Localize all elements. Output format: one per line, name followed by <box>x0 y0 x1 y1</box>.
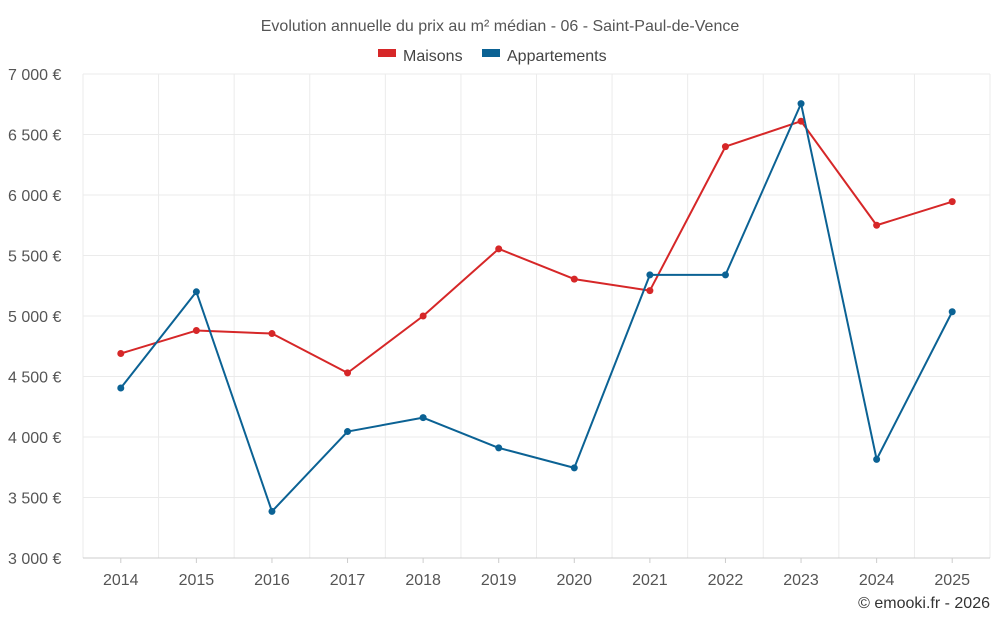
data-point-maisons[interactable] <box>646 287 654 295</box>
data-point-maisons[interactable] <box>495 245 503 253</box>
y-tick-label: 7 000 € <box>8 67 61 84</box>
series-appartements <box>117 100 956 515</box>
x-tick-label: 2025 <box>934 572 970 589</box>
x-tick-label: 2022 <box>708 572 744 589</box>
copyright-credit: © emooki.fr - 2026 <box>858 595 990 612</box>
y-tick-label: 3 000 € <box>8 551 61 568</box>
series-line-appartements <box>120 102 954 513</box>
data-point-maisons[interactable] <box>419 312 427 320</box>
data-point-maisons[interactable] <box>570 275 578 283</box>
series-line-maisons <box>120 120 953 374</box>
data-point-appartements[interactable] <box>873 455 881 463</box>
y-tick-label: 6 000 € <box>8 188 61 205</box>
x-tick-label: 2024 <box>859 572 895 589</box>
x-tick-label: 2014 <box>103 572 139 589</box>
x-axis-ticks: 2014 2015 2016 2017 2018 2019 2020 2021 2022 2023… <box>83 557 990 589</box>
y-tick-label: 4 000 € <box>8 430 61 447</box>
y-tick-label: 5 000 € <box>8 309 61 326</box>
y-axis-ticks: 3 000 € 3 500 € 4 000 € 4 500 € 5 000 € 5 500… <box>8 67 61 568</box>
x-tick-label: 2016 <box>254 572 290 589</box>
data-point-appartements[interactable] <box>495 444 503 452</box>
data-point-maisons[interactable] <box>268 330 276 338</box>
y-tick-label: 4 500 € <box>8 370 61 387</box>
data-point-appartements[interactable] <box>797 100 805 108</box>
legend-swatch-appartements <box>482 49 500 57</box>
x-tick-label: 2023 <box>783 572 819 589</box>
legend-label-maisons[interactable]: Maisons <box>403 48 463 65</box>
series-layer <box>117 100 956 515</box>
x-tick-label: 2015 <box>179 572 215 589</box>
x-tick-label: 2020 <box>556 572 592 589</box>
data-point-appartements[interactable] <box>192 288 200 296</box>
x-tick-label: 2021 <box>632 572 668 589</box>
y-tick-label: 5 500 € <box>8 249 61 266</box>
data-point-appartements[interactable] <box>344 428 352 436</box>
data-point-appartements[interactable] <box>419 414 427 422</box>
chart-title: Evolution annuelle du prix au m² médian … <box>261 18 740 35</box>
legend: Maisons Appartements <box>378 48 607 65</box>
x-tick-label: 2017 <box>330 572 366 589</box>
data-point-maisons[interactable] <box>948 198 956 206</box>
series-maisons <box>117 117 956 377</box>
data-point-maisons[interactable] <box>117 350 125 358</box>
data-point-maisons[interactable] <box>192 327 200 335</box>
data-point-appartements[interactable] <box>268 507 276 515</box>
data-point-appartements[interactable] <box>948 308 956 316</box>
legend-label-appartements[interactable]: Appartements <box>507 48 607 65</box>
data-point-maisons[interactable] <box>873 221 881 229</box>
data-point-maisons[interactable] <box>797 117 805 125</box>
legend-swatch-maisons <box>378 49 396 57</box>
data-point-appartements[interactable] <box>570 464 578 472</box>
x-tick-label: 2018 <box>405 572 441 589</box>
data-point-appartements[interactable] <box>117 384 125 392</box>
y-tick-label: 3 500 € <box>8 491 61 508</box>
data-point-maisons[interactable] <box>721 143 729 151</box>
grid <box>82 73 991 559</box>
data-point-appartements[interactable] <box>721 271 729 279</box>
data-point-maisons[interactable] <box>344 369 352 377</box>
data-point-appartements[interactable] <box>646 271 654 279</box>
y-tick-label: 6 500 € <box>8 128 61 145</box>
x-tick-label: 2019 <box>481 572 517 589</box>
